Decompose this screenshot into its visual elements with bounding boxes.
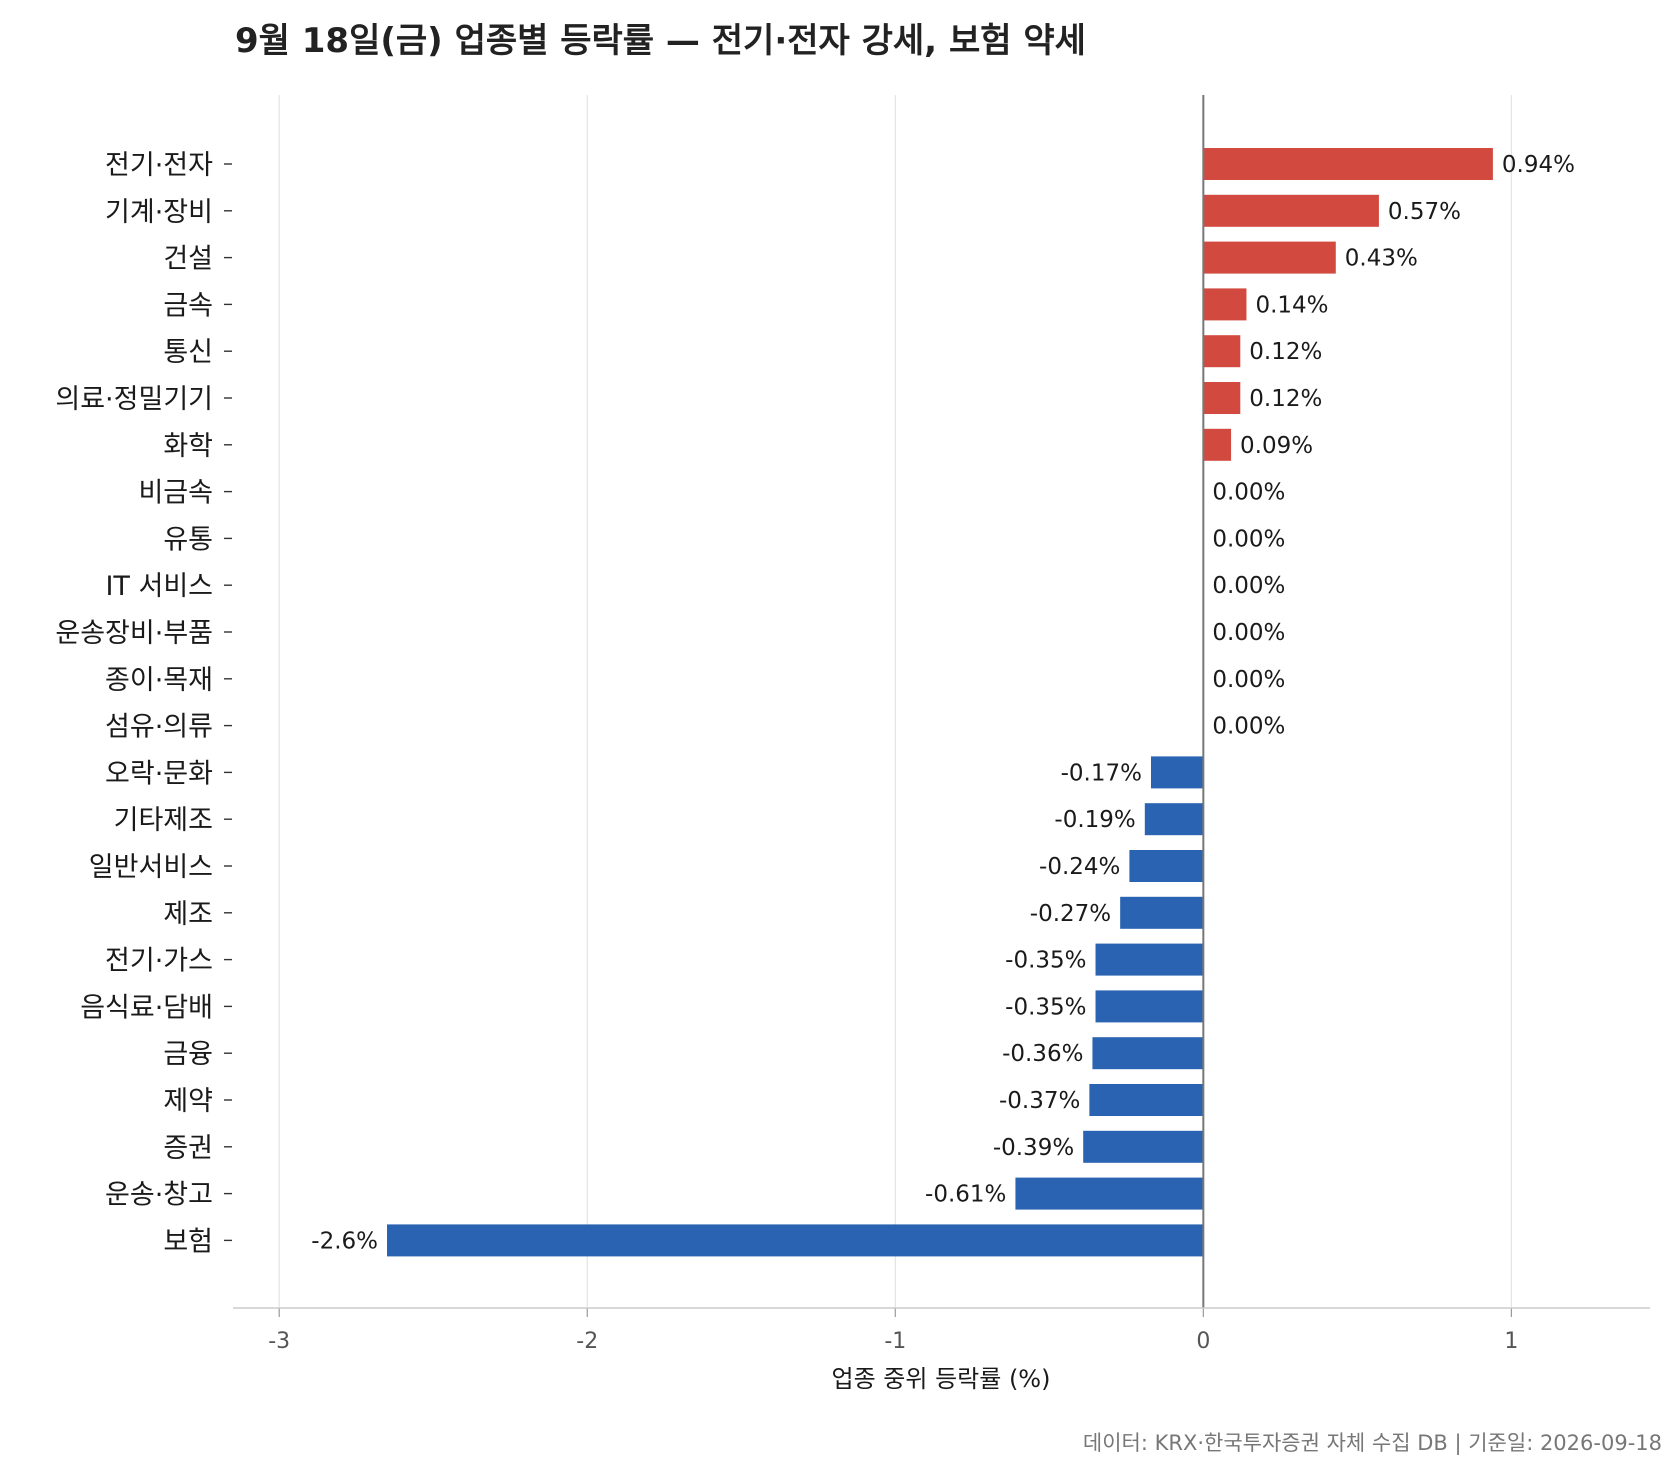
category-label: 금융 (163, 1039, 213, 1070)
bar (1083, 1130, 1204, 1163)
value-label: 0.00% (1212, 714, 1285, 740)
bar (1095, 990, 1204, 1023)
bar (1092, 1037, 1204, 1070)
category-label: 음식료·담배 (80, 992, 213, 1023)
value-label: 0.00% (1212, 480, 1285, 506)
category-label: 기타제조 (114, 805, 213, 836)
bar (1203, 382, 1241, 414)
x-axis-label: 업종 중위 등락률 (%) (832, 1365, 1051, 1393)
bar (1089, 1084, 1204, 1116)
category-label: 증권 (163, 1133, 213, 1164)
category-label: 제조 (163, 899, 213, 930)
value-label: 0.09% (1240, 433, 1313, 459)
category-label: 유통 (163, 524, 213, 555)
category-label: IT 서비스 (105, 571, 213, 602)
value-label: 0.12% (1249, 339, 1322, 365)
category-label: 비금속 (138, 478, 213, 509)
value-label: -0.61% (925, 1182, 1006, 1208)
value-labels: 0.94% 0.57% 0.43% 0.14% 0.12% 0.12% 0.09% 0.00%… (311, 152, 1575, 1254)
value-label: 0.00% (1212, 667, 1285, 693)
category-label: 화학 (163, 431, 213, 462)
category-label: 금속 (163, 290, 213, 321)
bar (387, 1224, 1204, 1257)
value-label: -0.39% (993, 1135, 1074, 1161)
bar (1203, 194, 1379, 227)
bar (1203, 428, 1232, 461)
category-label: 기계·장비 (105, 197, 213, 228)
bar (1203, 148, 1493, 180)
category-label: 전기·전자 (105, 150, 213, 181)
category-label: 건설 (163, 244, 213, 275)
bar (1120, 896, 1204, 929)
value-label: -0.19% (1054, 807, 1135, 833)
value-label: -0.24% (1039, 854, 1120, 880)
category-label: 일반서비스 (89, 852, 213, 883)
value-label: -0.37% (999, 1088, 1080, 1114)
bar (1203, 335, 1241, 368)
category-label: 종이·목재 (105, 665, 213, 696)
category-label: 운송장비·부품 (55, 618, 213, 649)
value-label: 0.00% (1212, 573, 1285, 599)
bars (387, 148, 1493, 1257)
category-label: 섬유·의류 (105, 712, 213, 743)
bar (1203, 241, 1336, 274)
category-label: 전기·가스 (105, 946, 213, 977)
value-label: -0.17% (1061, 760, 1142, 786)
value-label: 0.94% (1502, 152, 1575, 178)
source-note: 데이터: KRX·한국투자증권 자체 수집 DB | 기준일: 2026-09-… (1083, 1431, 1662, 1456)
x-tick-label: -1 (884, 1329, 906, 1354)
grid-lines (278, 95, 1512, 1308)
bar (1144, 803, 1204, 836)
x-tick-label: -3 (268, 1329, 290, 1354)
x-axis: -3 -2 -1 0 1 (233, 1307, 1650, 1354)
value-label: -0.27% (1030, 901, 1111, 927)
chart-title: 9월 18일(금) 업종별 등락률 — 전기·전자 강세, 보험 약세 (235, 21, 1086, 61)
bar (1095, 943, 1204, 976)
category-label: 제약 (163, 1086, 213, 1117)
value-label: -0.35% (1005, 994, 1086, 1020)
x-tick-label: 0 (1196, 1329, 1210, 1354)
value-label: 0.00% (1212, 620, 1285, 646)
value-label: -2.6% (311, 1228, 378, 1254)
x-tick-label: 1 (1504, 1329, 1518, 1354)
bar (1015, 1177, 1204, 1210)
category-label: 오락·문화 (105, 758, 213, 789)
value-label: 0.12% (1249, 386, 1322, 412)
x-tick-label: -2 (576, 1329, 598, 1354)
category-label: 보험 (163, 1226, 213, 1257)
value-label: 0.57% (1388, 199, 1461, 225)
value-label: 0.14% (1255, 292, 1328, 318)
value-label: -0.35% (1005, 948, 1086, 974)
category-label: 통신 (163, 337, 213, 368)
bar (1150, 756, 1204, 789)
bar (1203, 288, 1247, 321)
value-label: -0.36% (1002, 1041, 1083, 1067)
value-label: 0.00% (1212, 526, 1285, 552)
category-label: 운송·창고 (105, 1180, 213, 1211)
category-label: 의료·정밀기기 (55, 384, 213, 415)
value-label: 0.43% (1345, 246, 1418, 272)
bar (1129, 850, 1204, 882)
